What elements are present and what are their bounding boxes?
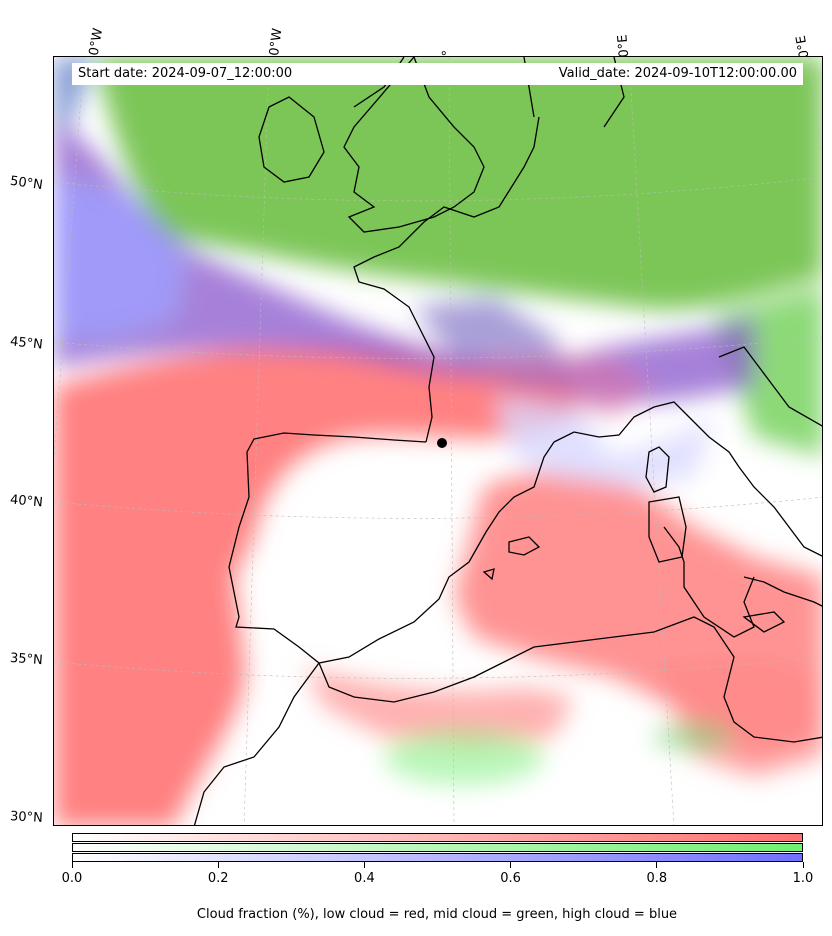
colorbar-tick <box>71 862 73 868</box>
colorbar-tick-label: 0.6 <box>500 871 521 886</box>
valid-date-label: Valid_date: 2024-09-10T12:00:00.00 <box>558 66 797 81</box>
colorbar-title: Cloud fraction (%), low cloud = red, mid… <box>196 907 678 922</box>
lat-label-35n: 35°N <box>9 650 44 669</box>
cloud-fraction-map <box>53 56 823 826</box>
colorbar-tick <box>217 862 219 868</box>
colorbar-tick-label: 0.4 <box>354 871 375 886</box>
colorbar-high-cloud <box>72 853 803 862</box>
colorbar-low-cloud <box>72 833 803 842</box>
lat-label-30n: 30°N <box>9 809 44 826</box>
colorbar-tick <box>802 862 804 868</box>
colorbar-tick <box>510 862 512 868</box>
graticule <box>54 57 822 825</box>
colorbar-tick-label: 0.8 <box>646 871 668 886</box>
cloud-layer <box>54 57 822 825</box>
start-date-label: Start date: 2024-09-07_12:00:00 <box>78 66 293 81</box>
date-info-bar: Start date: 2024-09-07_12:00:00 Valid_da… <box>72 63 803 85</box>
colorbar-tick-label: 1.0 <box>792 871 814 886</box>
colorbar-tick-label: 0.0 <box>61 871 83 886</box>
colorbar-mid-cloud <box>72 843 803 852</box>
colorbar-tick-label: 0.2 <box>207 871 229 886</box>
lat-label-40n: 40°N <box>9 492 44 511</box>
lat-label-45n: 45°N <box>9 334 44 353</box>
colorbar-tick <box>363 862 365 868</box>
lat-label-50n: 50°N <box>9 173 44 194</box>
colorbar-tick <box>656 862 658 868</box>
map-canvas <box>54 57 822 825</box>
location-marker <box>437 438 447 448</box>
